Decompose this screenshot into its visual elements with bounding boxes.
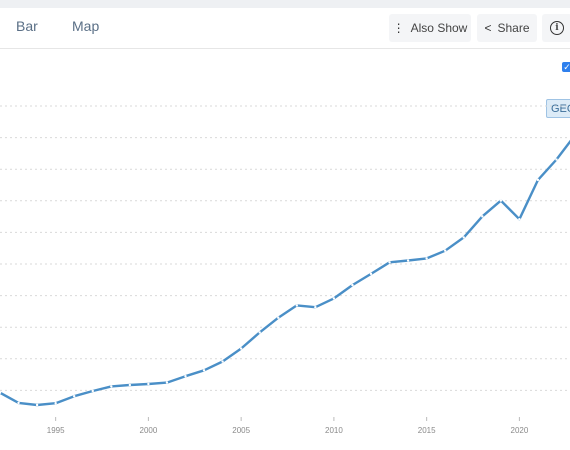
also-show-button[interactable]: ⋮ Also Show <box>389 14 471 42</box>
data-point[interactable] <box>91 389 94 393</box>
data-point[interactable] <box>444 249 447 252</box>
data-point[interactable] <box>536 178 540 182</box>
data-point[interactable] <box>481 215 484 218</box>
data-point[interactable] <box>388 261 391 264</box>
data-point[interactable] <box>425 257 428 260</box>
data-point[interactable] <box>351 283 354 287</box>
data-point[interactable] <box>277 316 280 319</box>
data-point[interactable] <box>0 391 2 394</box>
data-point[interactable] <box>332 297 336 300</box>
x-tick-label: 2005 <box>232 426 250 435</box>
data-point[interactable] <box>295 304 298 307</box>
vertical-dots-icon: ⋮ <box>392 21 405 35</box>
data-point[interactable] <box>499 199 503 202</box>
x-tick-label: 1995 <box>47 426 65 435</box>
data-point[interactable] <box>202 369 206 372</box>
data-point[interactable] <box>518 217 521 221</box>
data-point[interactable] <box>73 395 76 398</box>
data-point[interactable] <box>555 158 558 161</box>
x-tick-label: 2015 <box>418 426 436 435</box>
also-show-label: Also Show <box>410 21 468 35</box>
data-point[interactable] <box>128 383 132 387</box>
share-button[interactable]: < Share <box>477 14 537 42</box>
line-chart: 1995 2000 2005 2010 2015 2020 <box>0 105 570 435</box>
data-point[interactable] <box>406 259 410 262</box>
data-point[interactable] <box>54 402 57 405</box>
top-strip <box>0 0 570 8</box>
x-tick-label: 2000 <box>140 426 158 435</box>
data-point[interactable] <box>17 401 20 405</box>
share-icon: < <box>484 21 492 35</box>
data-point[interactable] <box>221 360 224 363</box>
x-tick-label: 2020 <box>511 426 529 435</box>
series-line-path <box>0 139 570 407</box>
grid-lines <box>0 105 570 391</box>
data-point[interactable] <box>369 272 373 276</box>
x-tick-label: 2010 <box>325 426 343 435</box>
share-label: Share <box>497 21 530 35</box>
series-checkbox[interactable]: ✓ <box>562 62 570 72</box>
tab-map[interactable]: Map <box>72 18 100 34</box>
series-line <box>0 139 570 407</box>
tab-bar[interactable]: Bar <box>16 18 38 34</box>
data-point[interactable] <box>35 403 39 407</box>
data-point[interactable] <box>462 236 465 239</box>
data-point[interactable] <box>314 305 317 309</box>
data-point[interactable] <box>258 331 261 334</box>
data-point[interactable] <box>239 347 243 350</box>
series-points <box>0 158 558 407</box>
info-icon: i <box>550 21 564 35</box>
x-axis-ticks: 1995 2000 2005 2010 2015 2020 <box>47 417 529 435</box>
chart-toolbar: Bar Map ⋮ Also Show < Share i <box>0 8 570 49</box>
info-button[interactable]: i <box>542 14 570 42</box>
data-point[interactable] <box>165 381 169 384</box>
data-point[interactable] <box>184 375 187 378</box>
data-point[interactable] <box>147 382 150 386</box>
data-point[interactable] <box>110 385 113 388</box>
